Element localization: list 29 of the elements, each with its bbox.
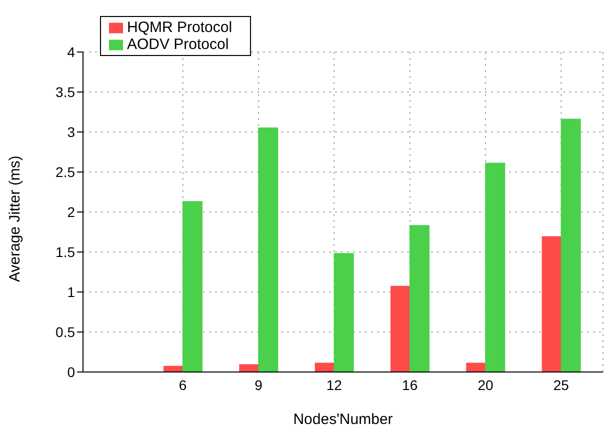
- y-tick-label: 3.5: [56, 84, 76, 100]
- y-tick-label: 1.5: [56, 244, 76, 260]
- bar: [182, 201, 202, 372]
- bar: [334, 253, 354, 372]
- y-tick-label: 4: [67, 44, 76, 60]
- bar: [485, 162, 506, 372]
- x-tick-label: 9: [254, 376, 263, 393]
- y-tick-label: 2.5: [56, 164, 76, 180]
- bar: [466, 362, 486, 372]
- bar: [314, 362, 335, 372]
- y-tick-label: 1: [67, 284, 76, 300]
- y-tick-label: 3: [67, 124, 76, 140]
- x-tick-label: 16: [402, 376, 418, 393]
- y-tick-label: 0.5: [56, 324, 76, 340]
- bar: [390, 286, 410, 372]
- x-tick-label: 12: [326, 376, 342, 393]
- x-tick-label: 6: [178, 376, 187, 393]
- y-axis-title: Average Jitter (ms): [6, 156, 24, 282]
- bar: [542, 236, 562, 372]
- bar: [258, 128, 278, 372]
- bar: [560, 118, 581, 372]
- legend-label: AODV Protocol: [127, 36, 229, 53]
- y-tick-label: 2: [67, 204, 76, 220]
- x-tick-label: 20: [478, 376, 494, 393]
- y-tick-label: 0: [67, 364, 76, 380]
- legend-label: HQMR Protocol: [127, 19, 232, 36]
- x-axis-title: Nodes'Number: [293, 411, 393, 428]
- x-tick-label: 25: [553, 376, 570, 393]
- bar: [410, 225, 430, 372]
